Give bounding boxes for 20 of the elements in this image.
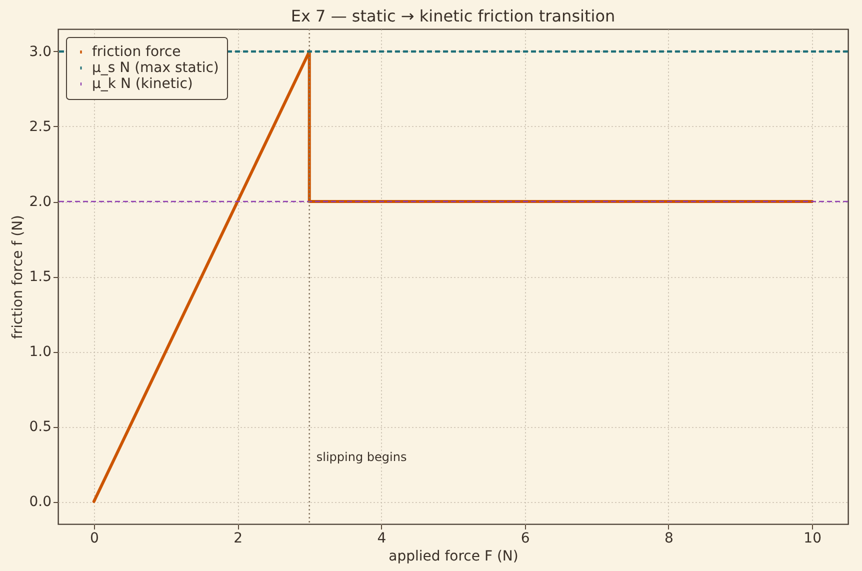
legend-label: μ_s N (max static) <box>92 60 219 76</box>
x-axis-title: applied force F (N) <box>388 548 518 564</box>
x-tick-label: 10 <box>804 530 822 546</box>
chart-title: Ex 7 — static → kinetic friction transition <box>290 6 616 26</box>
y-tick-label: 1.5 <box>29 269 52 285</box>
y-tick-label: 2.5 <box>29 119 52 135</box>
y-tick-label: 1.0 <box>29 344 52 360</box>
ref-line-label: slipping begins <box>316 450 407 464</box>
y-tick-label: 2.0 <box>29 194 52 210</box>
y-tick-label: 0.0 <box>29 494 52 510</box>
y-axis-title: friction force f (N) <box>10 214 26 340</box>
y-tick-label: 3.0 <box>29 44 52 60</box>
legend-label: μ_k N (kinetic) <box>92 76 193 92</box>
x-tick-label: 0 <box>90 530 99 546</box>
legend-label: friction force <box>92 44 181 60</box>
x-tick-label: 6 <box>520 530 530 546</box>
x-tick-label: 4 <box>377 530 386 546</box>
x-tick-label: 2 <box>234 530 243 546</box>
x-tick-label: 8 <box>664 530 674 546</box>
y-tick-label: 0.5 <box>29 419 52 435</box>
